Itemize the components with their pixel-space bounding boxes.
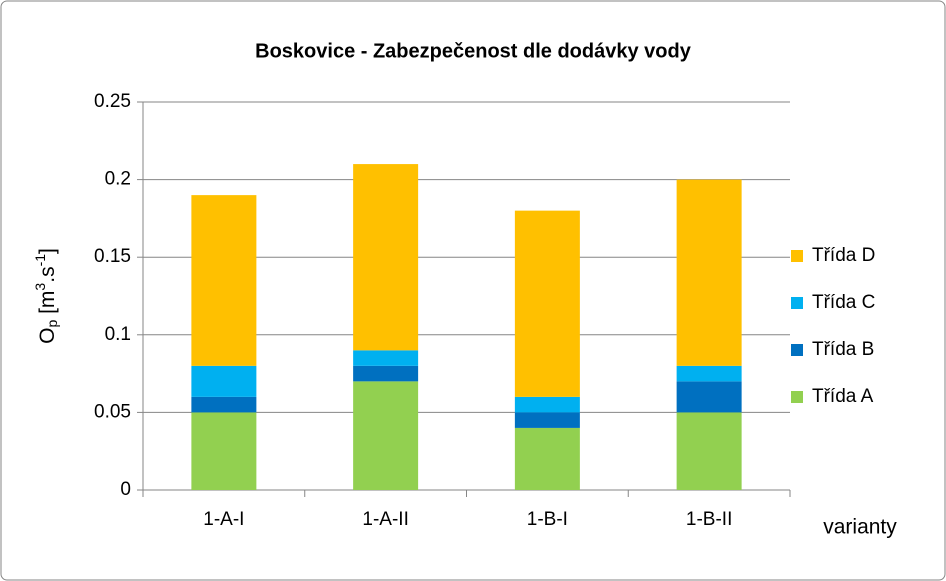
- x-axis-label: varianty: [823, 516, 897, 539]
- bar-segment: [353, 381, 419, 490]
- x-tick-label: 1-B-I: [527, 509, 568, 530]
- legend-swatch: [791, 344, 803, 356]
- bar-segment: [191, 412, 257, 490]
- legend-swatch: [791, 391, 803, 403]
- y-label-sup: -1: [32, 254, 48, 267]
- x-tick-label: 1-A-I: [203, 509, 244, 530]
- y-tick-label: 0.05: [94, 401, 131, 422]
- y-tick-label: 0.15: [94, 246, 131, 267]
- bar-segment: [191, 396, 257, 413]
- bar-segment: [676, 381, 742, 413]
- bar-segment: [514, 210, 580, 397]
- y-label-part: O: [36, 328, 59, 344]
- y-tick-label: 0.2: [105, 169, 131, 190]
- y-label-sup: 3: [32, 283, 48, 291]
- y-tick-label: 0: [120, 479, 131, 500]
- y-label-sub: p: [44, 320, 60, 328]
- bar-segment: [676, 179, 742, 366]
- legend-swatch: [791, 250, 803, 262]
- bar-segment: [676, 412, 742, 490]
- x-tick-label: 1-A-II: [362, 509, 408, 530]
- bar-segment: [514, 427, 580, 490]
- legend-label: Třída B: [812, 339, 874, 360]
- y-label-part: [m: [36, 291, 59, 320]
- y-label-part: .s: [36, 266, 59, 282]
- bar-segment: [353, 164, 419, 351]
- bar-segment: [514, 412, 580, 428]
- x-tick-label: 1-B-II: [686, 509, 732, 530]
- bar-segment: [353, 365, 419, 382]
- y-label-part: ]: [36, 248, 59, 254]
- legend-label: Třída D: [812, 245, 875, 266]
- bar-segment: [514, 396, 580, 413]
- y-tick-label: 0.1: [105, 324, 131, 345]
- legend-swatch: [791, 297, 803, 309]
- bar-segment: [191, 365, 257, 397]
- bar-segment: [353, 350, 419, 366]
- y-axis-label: Op [m3.s-1]: [32, 248, 60, 344]
- legend-label: Třída A: [812, 386, 874, 407]
- y-tick-label: 0.25: [94, 91, 131, 112]
- legend-label: Třída C: [812, 292, 875, 313]
- bar-segment: [191, 195, 257, 366]
- bar-segment: [676, 365, 742, 382]
- chart-title: Boskovice - Zabezpečenost dle dodávky vo…: [255, 40, 692, 62]
